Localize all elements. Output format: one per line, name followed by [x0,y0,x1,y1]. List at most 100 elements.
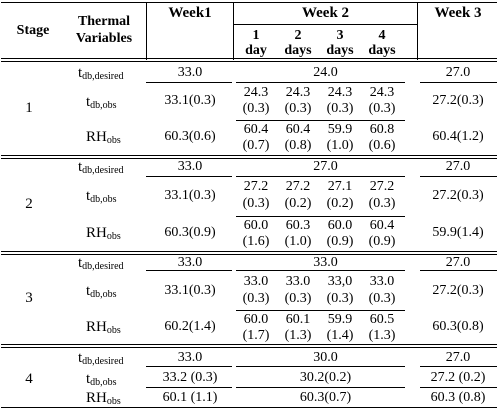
week1-rh: 60.3(0.9) [164,225,216,240]
stage-label: 4 [25,371,33,387]
day4-rh-mean: 60.8 [369,122,395,137]
thermal-variables-header-line1: Thermal [77,14,131,29]
day1-rh-mean: 60.0 [243,312,269,327]
week1-desired: 33.0 [177,65,203,80]
day1-tobs-mean: 33.0 [243,274,269,289]
thermal-variables-header-line2: Variables [75,31,133,46]
week1-rh: 60.1 (1.1) [162,390,218,405]
week2-desired: 30.0 [313,350,338,365]
week3-tobs: 27.2(0.3) [432,283,484,298]
var-t-obs: tdb,obs [86,94,117,111]
day2-tobs-mean: 33.0 [285,274,311,289]
day4-tobs-sd: (0.3) [368,196,396,211]
week1-header: Week1 [168,5,212,21]
var-rh-obs: RHobs [86,129,121,146]
day1-tobs-mean: 24.3 [243,85,269,100]
stage-label: 1 [25,100,33,116]
day4-unit: days [368,43,396,58]
day4-tobs-mean: 33.0 [369,274,395,289]
day3-unit: days [326,43,354,58]
day1-rh-sd: (1.6) [242,234,270,249]
day1-rh-mean: 60.0 [243,218,269,233]
week2-desired: 27.0 [313,159,338,174]
day2-tobs-mean: 27.2 [285,179,311,194]
week3-desired: 27.0 [445,159,471,174]
day3-num: 3 [336,28,344,43]
week2-desired: 33.0 [313,255,338,270]
day4-rh-mean: 60.5 [369,312,395,327]
day1-unit: day [245,43,267,58]
day2-tobs-sd: (0.3) [284,101,312,116]
day2-rh-sd: (1.0) [284,234,312,249]
week1-desired: 33.0 [177,255,203,270]
day1-rh-sd: (1.7) [242,328,270,343]
day3-rh-sd: (1.0) [326,138,354,153]
day3-rh-sd: (1.4) [326,328,354,343]
week1-rh: 60.3(0.6) [164,129,216,144]
day2-rh-mean: 60.4 [285,122,311,137]
day4-tobs-sd: (0.3) [368,101,396,116]
var-rh-obs: RHobs [86,319,121,336]
day1-tobs-mean: 27.2 [243,179,269,194]
var-t-desired: tdb,desired [78,65,124,82]
day4-rh-sd: (1.3) [368,328,396,343]
var-t-obs: tdb,obs [86,371,117,388]
week3-rh: 60.3 (0.8) [430,390,486,405]
day3-rh-mean: 59.9 [327,122,353,137]
week2-rh: 60.3(0.7) [299,390,352,405]
week3-header: Week 3 [434,5,482,21]
stage-label: 2 [25,196,33,212]
week1-desired: 33.0 [177,159,203,174]
week1-tobs: 33.1(0.3) [164,283,216,298]
day2-tobs-sd: (0.2) [284,196,312,211]
var-rh-obs: RHobs [86,225,121,242]
day1-tobs-sd: (0.3) [242,196,270,211]
day2-tobs-mean: 24.3 [285,85,311,100]
week3-rh: 60.3(0.8) [432,319,484,334]
day1-tobs-sd: (0.3) [242,291,270,306]
day4-tobs-mean: 24.3 [369,85,395,100]
var-rh-obs: RHobs [86,390,121,407]
week2-desired: 24.0 [313,65,338,80]
day2-num: 2 [294,28,302,43]
day4-tobs-mean: 27.2 [369,179,395,194]
stage-label: 3 [25,290,33,306]
day2-rh-mean: 60.3 [285,218,311,233]
week3-tobs: 27.2 (0.2) [430,370,486,385]
day4-rh-sd: (0.6) [368,138,396,153]
day4-num: 4 [378,28,386,43]
week3-rh: 59.9(1.4) [432,225,484,240]
day3-rh-mean: 60.0 [327,218,353,233]
day3-rh-sd: (0.9) [326,234,354,249]
day3-tobs-sd: (0.3) [326,101,354,116]
day3-rh-mean: 59.9 [327,312,353,327]
day1-tobs-sd: (0.3) [242,101,270,116]
day2-rh-sd: (0.8) [284,138,312,153]
week3-tobs: 27.2(0.3) [432,93,484,108]
day3-tobs-mean: 27.1 [327,179,353,194]
var-t-obs: tdb,obs [86,283,117,300]
day4-rh-sd: (0.9) [368,234,396,249]
day1-num: 1 [252,28,260,43]
week3-desired: 27.0 [445,350,471,365]
day4-tobs-sd: (0.3) [368,291,396,306]
day1-rh-sd: (0.7) [242,138,270,153]
week3-desired: 27.0 [445,65,471,80]
day3-tobs-mean: 24.3 [327,85,353,100]
week1-tobs: 33.1(0.3) [164,188,216,203]
day1-rh-mean: 60.4 [243,122,269,137]
var-t-desired: tdb,desired [78,350,124,367]
day2-unit: days [284,43,312,58]
day3-tobs-mean: 33,0 [327,274,353,289]
week3-desired: 27.0 [445,255,471,270]
week3-rh: 60.4(1.2) [432,129,484,144]
day2-rh-mean: 60.1 [285,312,311,327]
week2-tobs: 30.2(0.2) [299,370,352,385]
day3-tobs-sd: (0.3) [326,291,354,306]
var-t-obs: tdb,obs [86,188,117,205]
var-t-desired: tdb,desired [78,255,124,272]
week1-desired: 33.0 [177,350,203,365]
day3-tobs-sd: (0.2) [326,196,354,211]
